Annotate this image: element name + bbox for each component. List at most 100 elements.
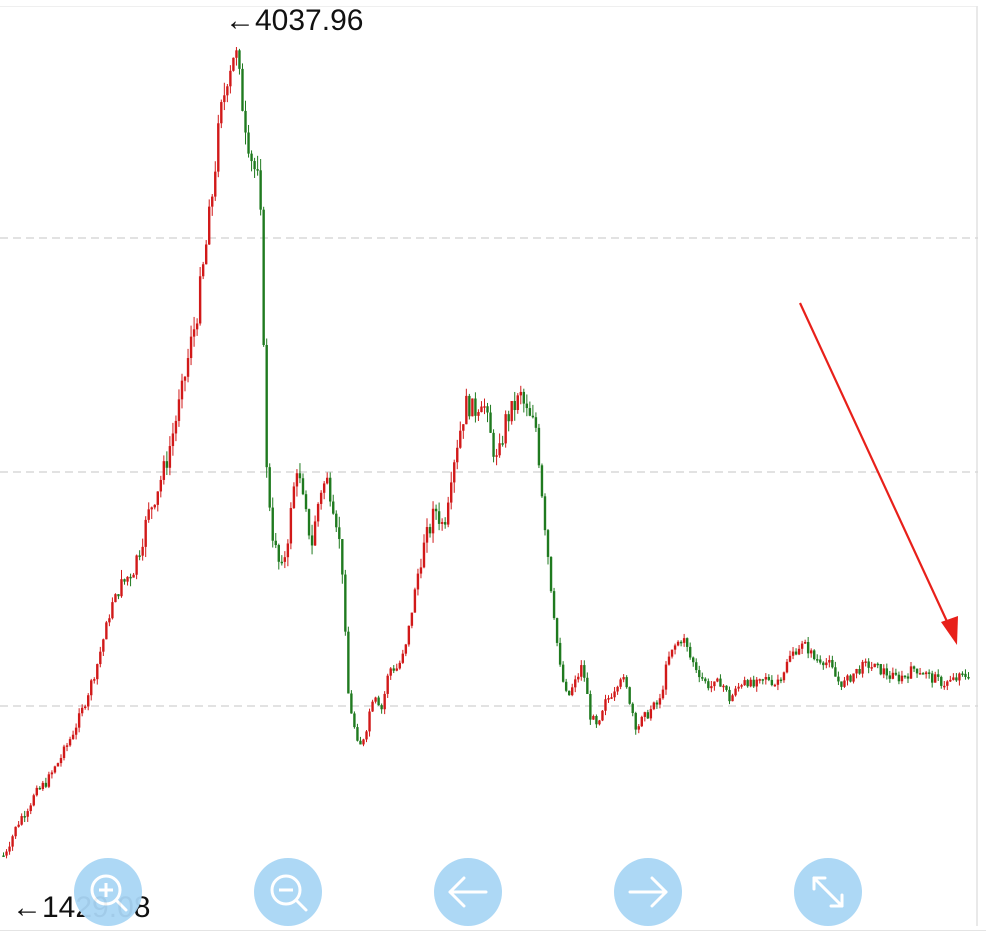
candle-body	[44, 782, 48, 787]
annotation-arrow	[799, 302, 958, 645]
candle-body	[283, 557, 287, 562]
pan-right-button[interactable]	[614, 858, 682, 926]
candle-body	[900, 675, 904, 682]
candle-body	[940, 676, 943, 686]
candle-body	[335, 513, 338, 528]
candle-body	[728, 689, 731, 702]
candle-body	[2, 855, 5, 857]
candle-body	[655, 702, 659, 705]
candle-body	[189, 336, 193, 359]
candle-body	[516, 395, 519, 411]
candle-body	[673, 645, 677, 650]
candles	[2, 47, 970, 859]
candle-body	[141, 546, 144, 556]
candle-body	[177, 399, 181, 421]
candle-body	[682, 638, 686, 643]
annotation-arrow-shaft	[799, 302, 951, 629]
candle-body	[561, 664, 565, 682]
candle-body	[380, 705, 383, 710]
fullscreen-button[interactable]	[794, 858, 862, 926]
candle-body	[404, 644, 408, 654]
candle-body	[767, 677, 771, 680]
candle-body	[398, 662, 401, 669]
candle-body	[350, 693, 353, 714]
candle-body	[159, 479, 163, 492]
candle-body	[35, 787, 38, 796]
candle-body	[912, 666, 916, 669]
candle-body	[685, 638, 689, 647]
candle-body	[806, 642, 810, 654]
candle-body	[622, 677, 625, 680]
candle-body	[192, 329, 196, 337]
candle-body	[637, 726, 640, 730]
candle-body	[918, 673, 922, 675]
zoom-in-button[interactable]	[74, 858, 142, 926]
candle-body	[295, 473, 299, 487]
candle-body	[389, 668, 392, 676]
candle-body	[244, 110, 247, 133]
candle-body	[456, 447, 459, 463]
candle-body	[56, 763, 60, 767]
candle-body	[909, 666, 913, 679]
candle-body	[220, 102, 223, 124]
candle-body	[873, 663, 876, 668]
candle-body	[504, 414, 507, 444]
candle-body	[731, 695, 734, 702]
candle-body	[232, 57, 235, 71]
candle-body	[782, 672, 786, 681]
candle-body	[867, 661, 870, 668]
candle-body	[96, 664, 99, 680]
candle-body	[443, 522, 447, 525]
candle-body	[274, 540, 277, 546]
candle-body	[26, 811, 29, 817]
candle-body	[831, 659, 834, 668]
candle-body	[800, 643, 804, 649]
candle-body	[395, 668, 398, 671]
candle-body	[353, 713, 356, 728]
candle-body	[117, 594, 120, 597]
candle-body	[47, 774, 51, 787]
candle-body	[791, 651, 795, 656]
candle-body	[147, 509, 150, 520]
candle-body	[32, 795, 35, 806]
candle-body	[840, 681, 843, 687]
candle-body	[861, 661, 864, 674]
candle-body	[649, 709, 653, 719]
candle-body	[537, 427, 541, 466]
candle-body	[171, 433, 175, 447]
candle-body	[153, 504, 156, 508]
candle-body	[519, 391, 522, 396]
candle-body	[431, 508, 435, 534]
candle-body	[168, 446, 172, 468]
candle-body	[625, 677, 628, 688]
candle-body	[174, 420, 178, 434]
candle-body	[776, 679, 780, 685]
candle-body	[794, 651, 798, 655]
max-price-label: ←4037.96	[225, 4, 364, 37]
candle-body	[80, 707, 84, 714]
candle-body	[65, 745, 69, 747]
candle-body	[262, 209, 265, 345]
candle-body	[885, 668, 889, 676]
candle-body	[589, 693, 592, 720]
pan-left-button[interactable]	[434, 858, 502, 926]
candle-body	[967, 676, 970, 679]
expand-icon	[812, 876, 844, 908]
candle-body	[383, 693, 386, 710]
candle-body	[855, 668, 858, 674]
candle-body	[93, 679, 96, 681]
candle-body	[341, 539, 344, 575]
candle-body	[247, 132, 250, 154]
candle-body	[368, 711, 371, 732]
candle-body	[528, 408, 532, 416]
candle-body	[114, 594, 117, 603]
candle-body	[11, 836, 14, 847]
candle-body	[843, 680, 846, 687]
candle-body	[930, 673, 934, 683]
candle-body	[111, 602, 114, 619]
zoom-out-button[interactable]	[254, 858, 322, 926]
candle-body	[592, 716, 595, 720]
candle-body	[704, 678, 707, 682]
candle-body	[68, 739, 72, 746]
